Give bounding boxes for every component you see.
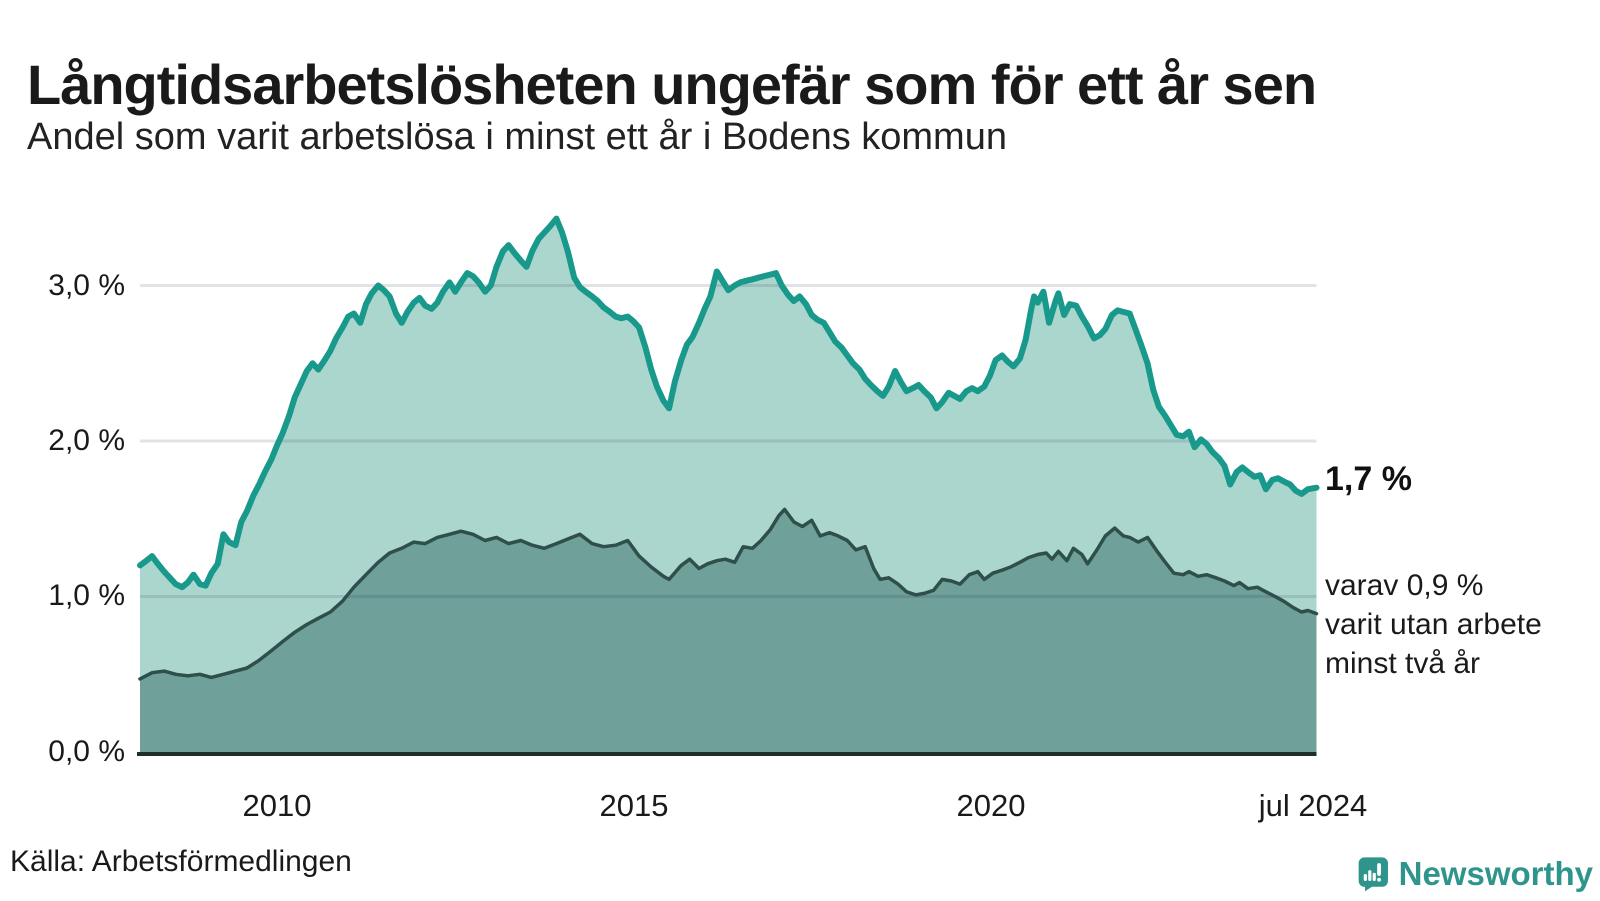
chart-subtitle: Andel som varit arbetslösa i minst ett å…	[27, 116, 1007, 158]
x-tick-label-2010: 2010	[242, 788, 312, 823]
source-attribution: Källa: Arbetsförmedlingen	[10, 845, 352, 878]
series-end-value-label: 1,7 %	[1325, 460, 1412, 498]
x-tick-label-2015: 2015	[599, 788, 669, 823]
line-series-2	[138, 507, 1319, 681]
newsworthy-logo-text: Newsworthy	[1398, 855, 1593, 892]
end-note-line-3: minst två år	[1325, 647, 1481, 680]
y-tick-label-0: 0,0 %	[48, 735, 125, 768]
area-fill-series-2	[140, 509, 1317, 752]
y-tick-label-1: 1,0 %	[48, 579, 125, 612]
end-note-line-2: varit utan arbete	[1325, 608, 1542, 641]
newsworthy-logo: Newsworthy	[1358, 848, 1593, 900]
y-tick-label-2: 2,0 %	[48, 424, 125, 457]
chart-title: Långtidsarbetslösheten ungefär som för e…	[27, 52, 1317, 116]
end-note-line-1: varav 0,9 %	[1325, 569, 1484, 602]
series-end-note: varav 0,9 % varit utan arbete minst två …	[1325, 566, 1542, 683]
newsworthy-speech-bubble-chart-icon	[1358, 857, 1388, 892]
x-tick-label-2020: 2020	[956, 788, 1026, 823]
y-tick-label-3: 3,0 %	[48, 269, 125, 302]
line-series-1	[137, 215, 1320, 591]
x-tick-label-jul-2024: jul 2024	[1258, 788, 1368, 823]
